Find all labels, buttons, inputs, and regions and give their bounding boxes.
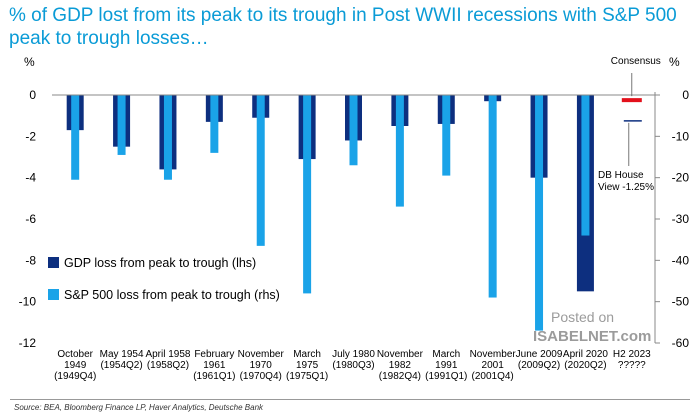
right-tick-label: -40 bbox=[672, 253, 690, 267]
sp500-bar bbox=[71, 95, 80, 180]
legend-label-sp500: S&P 500 loss from peak to trough (rhs) bbox=[64, 288, 280, 302]
left-axis-unit: % bbox=[24, 55, 35, 69]
source-divider bbox=[10, 399, 690, 400]
watermark: Posted on ISABELNET.com bbox=[533, 309, 651, 345]
left-tick-label: -8 bbox=[25, 253, 36, 267]
chart-title: % of GDP lost from its peak to its troug… bbox=[9, 5, 677, 49]
sp500-series bbox=[71, 95, 590, 331]
right-tick-label: -10 bbox=[672, 129, 690, 143]
category-label: H2 2023????? bbox=[613, 349, 651, 371]
sp500-bar bbox=[535, 95, 544, 331]
category-labels: October 1949 (1949Q4)May 1954 (1954Q2)April… bbox=[54, 349, 651, 382]
category-label: June 2009 (2009Q2) bbox=[516, 349, 563, 371]
consensus-marker bbox=[621, 98, 642, 103]
legend-swatch-gdp bbox=[48, 257, 59, 268]
right-axis-unit: % bbox=[669, 55, 680, 69]
category-label: April 1958 (1958Q2) bbox=[145, 349, 190, 371]
source-note: Source: BEA, Bloomberg Finance LP, Haver… bbox=[14, 403, 264, 412]
sp500-bar bbox=[442, 95, 451, 176]
left-tick-label: -2 bbox=[25, 129, 36, 143]
watermark-line1: Posted on bbox=[551, 309, 614, 325]
category-label: February 1961 (1961Q1) bbox=[193, 349, 235, 382]
left-tick-label: -6 bbox=[25, 212, 36, 226]
legend-label-gdp: GDP loss from peak to trough (lhs) bbox=[64, 256, 256, 270]
legend-swatch-sp500 bbox=[48, 289, 59, 300]
sp500-bar bbox=[395, 95, 404, 207]
right-tick-label: -20 bbox=[672, 171, 690, 185]
sp500-bar bbox=[256, 95, 265, 246]
category-label: November 2001 (2001Q4) bbox=[470, 349, 517, 382]
annotations-group: Consensus DB House View -1.25% bbox=[598, 56, 661, 193]
left-tick-label: -12 bbox=[19, 336, 37, 350]
sp500-bar bbox=[488, 95, 497, 298]
category-label: May 1954 (1954Q2) bbox=[100, 349, 144, 371]
category-label: November 1970 (1970Q4) bbox=[238, 349, 285, 382]
category-label: November 1982 (1982Q4) bbox=[377, 349, 424, 382]
db-view-label: DB House View -1.25% bbox=[598, 170, 654, 193]
category-label: October 1949 (1949Q4) bbox=[54, 349, 96, 382]
right-tick-label: -30 bbox=[672, 212, 690, 226]
sp500-bar bbox=[117, 95, 126, 155]
category-label: March 1975 (1975Q1) bbox=[286, 349, 328, 382]
left-tick-label: -10 bbox=[19, 295, 37, 309]
watermark-line2: ISABELNET.com bbox=[533, 328, 651, 345]
category-label: July 1980 (1980Q3) bbox=[332, 349, 375, 371]
axes-group: % 0 -2 -4 -6 -8 -10 -12% 0 -10 -20 -30 -40 -50 -60 bbox=[19, 55, 690, 350]
sp500-bar bbox=[349, 95, 358, 166]
sp500-bar bbox=[163, 95, 172, 180]
left-tick-label: 0 bbox=[29, 88, 36, 102]
category-label: March 1991 (1991Q1) bbox=[425, 349, 467, 382]
right-tick-label: -60 bbox=[672, 336, 690, 350]
chart-area: % 0 -2 -4 -6 -8 -10 -12% 0 -10 -20 -30 -40 -50 -60 Oct… bbox=[19, 55, 690, 382]
category-label: April 2020 (2020Q2) bbox=[563, 349, 608, 371]
sp500-bar bbox=[581, 95, 590, 236]
right-tick-label: 0 bbox=[682, 88, 689, 102]
sp500-bar bbox=[303, 95, 312, 294]
legend: GDP loss from peak to trough (lhs) S&P 5… bbox=[48, 256, 280, 302]
sp500-bar bbox=[210, 95, 219, 153]
right-tick-label: -50 bbox=[672, 295, 690, 309]
consensus-label: Consensus bbox=[611, 56, 661, 67]
left-tick-label: -4 bbox=[25, 171, 36, 185]
